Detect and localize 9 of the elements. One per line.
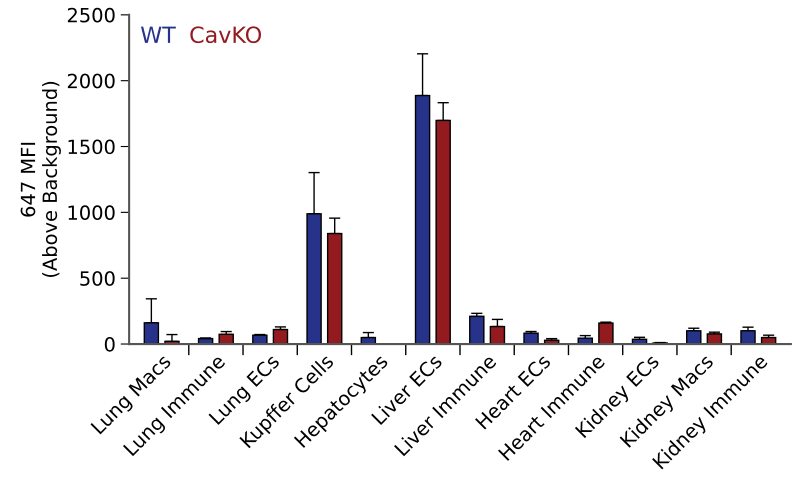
text: WT [140, 26, 176, 43]
y-tick-label: 2000 [68, 74, 115, 88]
y-tick-label: 500 [80, 271, 115, 286]
y-tick-label: 1500 [68, 139, 115, 154]
y-tick-label: 2500 [68, 8, 115, 23]
y-tick-label: 0 [104, 336, 115, 352]
text: CavKO [190, 26, 261, 44]
y-axis-title: 647 MFI (Above Background) [20, 82, 61, 277]
y-tick-label: 1000 [68, 205, 115, 220]
